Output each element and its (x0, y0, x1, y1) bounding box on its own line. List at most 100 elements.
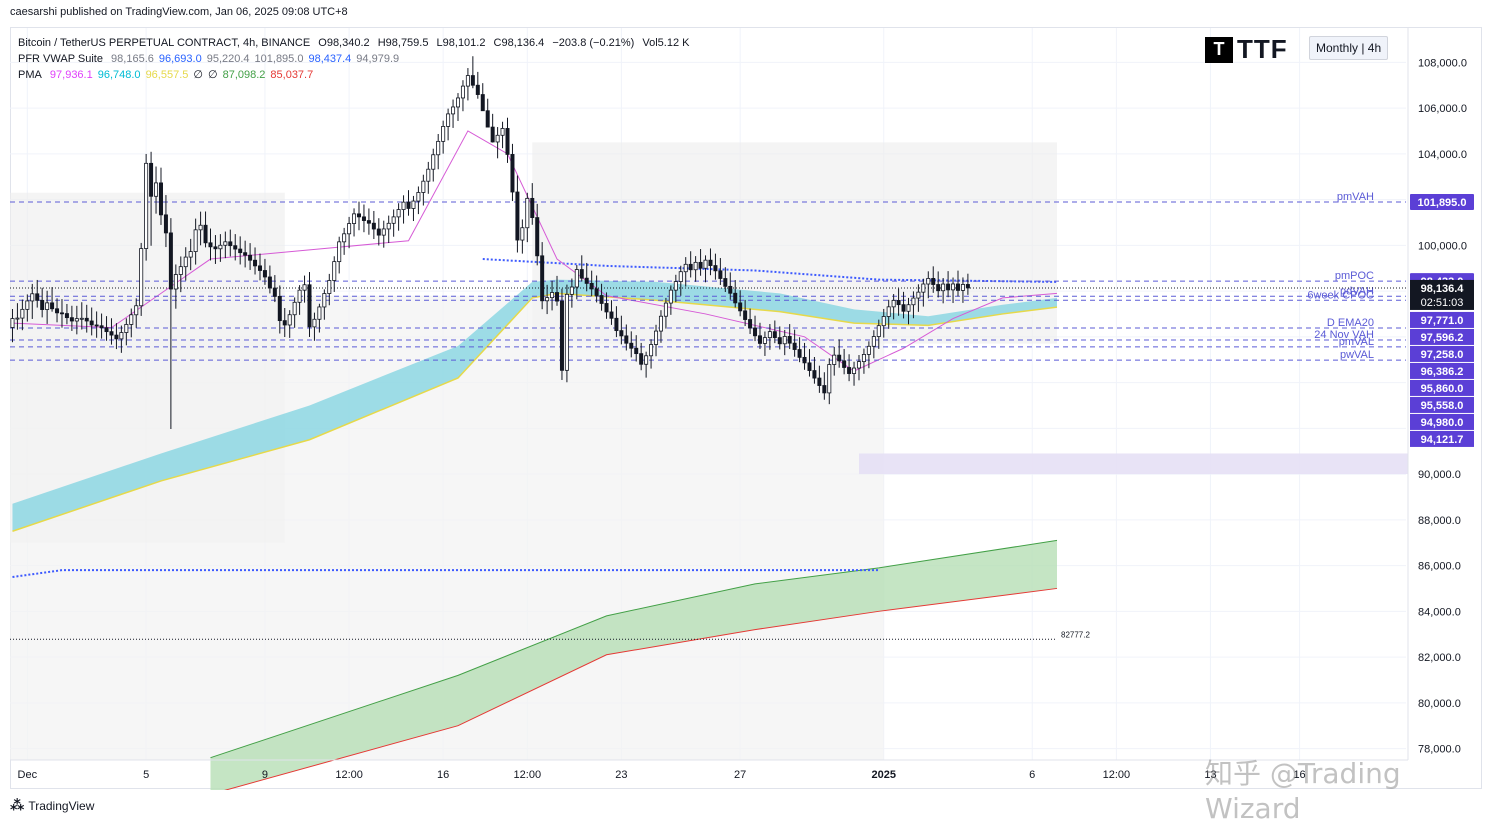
price-tick-label: 104,000.0 (1418, 149, 1467, 161)
chart-legend: Bitcoin / TetherUS PERPETUAL CONTRACT, 4… (18, 35, 694, 83)
candle-body (698, 261, 703, 269)
level-price-tag: 95,558.0 (1421, 400, 1464, 412)
candle-body (540, 255, 545, 302)
candle-body (658, 315, 663, 332)
vwap-value-4: 98,437.4 (308, 53, 352, 65)
level-price-tag: 94,121.7 (1421, 434, 1464, 446)
candle-body (416, 192, 421, 202)
candle-body (520, 227, 525, 241)
candle-body (911, 297, 916, 306)
level-price-tag: 95,860.0 (1421, 383, 1464, 395)
close-value: C98,136.4 (493, 37, 545, 49)
footer-brand: TradingView (28, 798, 95, 813)
candle-body (525, 197, 530, 229)
candle-body (272, 287, 277, 297)
candle-body (446, 113, 451, 127)
candle-body (347, 223, 352, 235)
pma-value-6: 85,037.7 (270, 69, 314, 81)
level-price-tag: 97,258.0 (1421, 349, 1464, 361)
candle-body (510, 154, 515, 193)
footer[interactable]: ⁂ TradingView (10, 797, 94, 814)
level-price-tag-bg (1410, 379, 1474, 396)
candle-body (663, 302, 668, 317)
time-tick-label: 12:00 (514, 769, 542, 781)
candle-body (614, 317, 619, 332)
candle-body (955, 283, 960, 291)
candle-body (134, 305, 139, 316)
candle-body (248, 254, 253, 261)
candle-body (703, 259, 708, 269)
candle-body (550, 292, 555, 299)
candle-body (886, 306, 891, 317)
candle-body (654, 330, 659, 345)
price-tick-label: 106,000.0 (1418, 103, 1467, 115)
candle-body (485, 110, 490, 128)
candle-body (352, 213, 357, 224)
legend-symbol-row: Bitcoin / TetherUS PERPETUAL CONTRACT, 4… (18, 35, 694, 51)
candle-body (451, 106, 456, 115)
candle-body (243, 252, 248, 256)
price-tick-label: 84,000.0 (1418, 606, 1461, 618)
candle-body (842, 360, 847, 368)
candle-body (253, 259, 258, 267)
ttf-logo: T TTF (1205, 34, 1288, 65)
candle-body (604, 303, 609, 313)
candle-body (649, 344, 654, 357)
candle-body (119, 332, 124, 340)
time-tick-label: 5 (143, 769, 149, 781)
candle-body (530, 197, 535, 218)
price-tick-label: 86,000.0 (1418, 561, 1461, 573)
candle-body (738, 302, 743, 312)
candle-body (431, 154, 436, 170)
symbol-title: Bitcoin / TetherUS PERPETUAL CONTRACT, 4… (18, 37, 311, 49)
candle-body (515, 191, 520, 241)
logo-text: TTF (1237, 34, 1288, 64)
candle-body (470, 75, 475, 86)
candle-body (337, 241, 342, 263)
pma-indicator-name: PMA (18, 69, 42, 81)
price-tick-label: 90,000.0 (1418, 469, 1461, 481)
time-tick-label: 23 (615, 769, 627, 781)
candle-body (149, 162, 154, 197)
candle-body (555, 292, 560, 302)
level-price-tag-bg (1410, 362, 1474, 379)
candle-body (634, 347, 639, 355)
legend-pma-row: PMA 97,936.1 96,748.0 96,557.5 ∅ ∅ 87,098.2 85… (18, 67, 694, 83)
candle-body (64, 313, 69, 319)
candle-body (713, 265, 718, 272)
candle-body (668, 289, 673, 304)
candle-body (401, 201, 406, 210)
candle-body (579, 269, 584, 279)
level-name: D EMA20 (1327, 317, 1374, 329)
logo-mark-icon: T (1205, 36, 1233, 63)
candle-body (708, 259, 713, 266)
level-name: pmVAL (1339, 336, 1374, 348)
candle-body (366, 220, 371, 224)
candle-body (213, 246, 218, 250)
publish-header: caesarshi published on TradingView.com, … (10, 6, 348, 18)
candle-body (144, 162, 149, 249)
candle-body (89, 320, 94, 326)
candle-body (619, 330, 624, 337)
candle-body (673, 281, 678, 291)
candle-body (465, 75, 470, 87)
candle-body (584, 277, 589, 284)
candle-body (772, 331, 777, 338)
candle-body (743, 310, 748, 320)
candle-body (203, 224, 208, 244)
candle-body (292, 301, 297, 316)
price-axis: 78,000.0 80,000.0 82,000.0 84,000.0 86,000.0… (1407, 28, 1474, 760)
candle-body (104, 327, 109, 333)
candle-body (946, 283, 951, 291)
vwap-value-2: 95,220.4 (206, 53, 250, 65)
pma-value-5: 87,098.2 (222, 69, 266, 81)
candle-body (218, 244, 223, 250)
candle-body (960, 284, 965, 291)
candle-body (223, 241, 228, 246)
candle-body (198, 224, 203, 231)
candle-body (342, 233, 347, 243)
price-tick-label: 88,000.0 (1418, 515, 1461, 527)
candle-body (876, 325, 881, 337)
last-price-label: 98,136.4 (1421, 283, 1465, 295)
